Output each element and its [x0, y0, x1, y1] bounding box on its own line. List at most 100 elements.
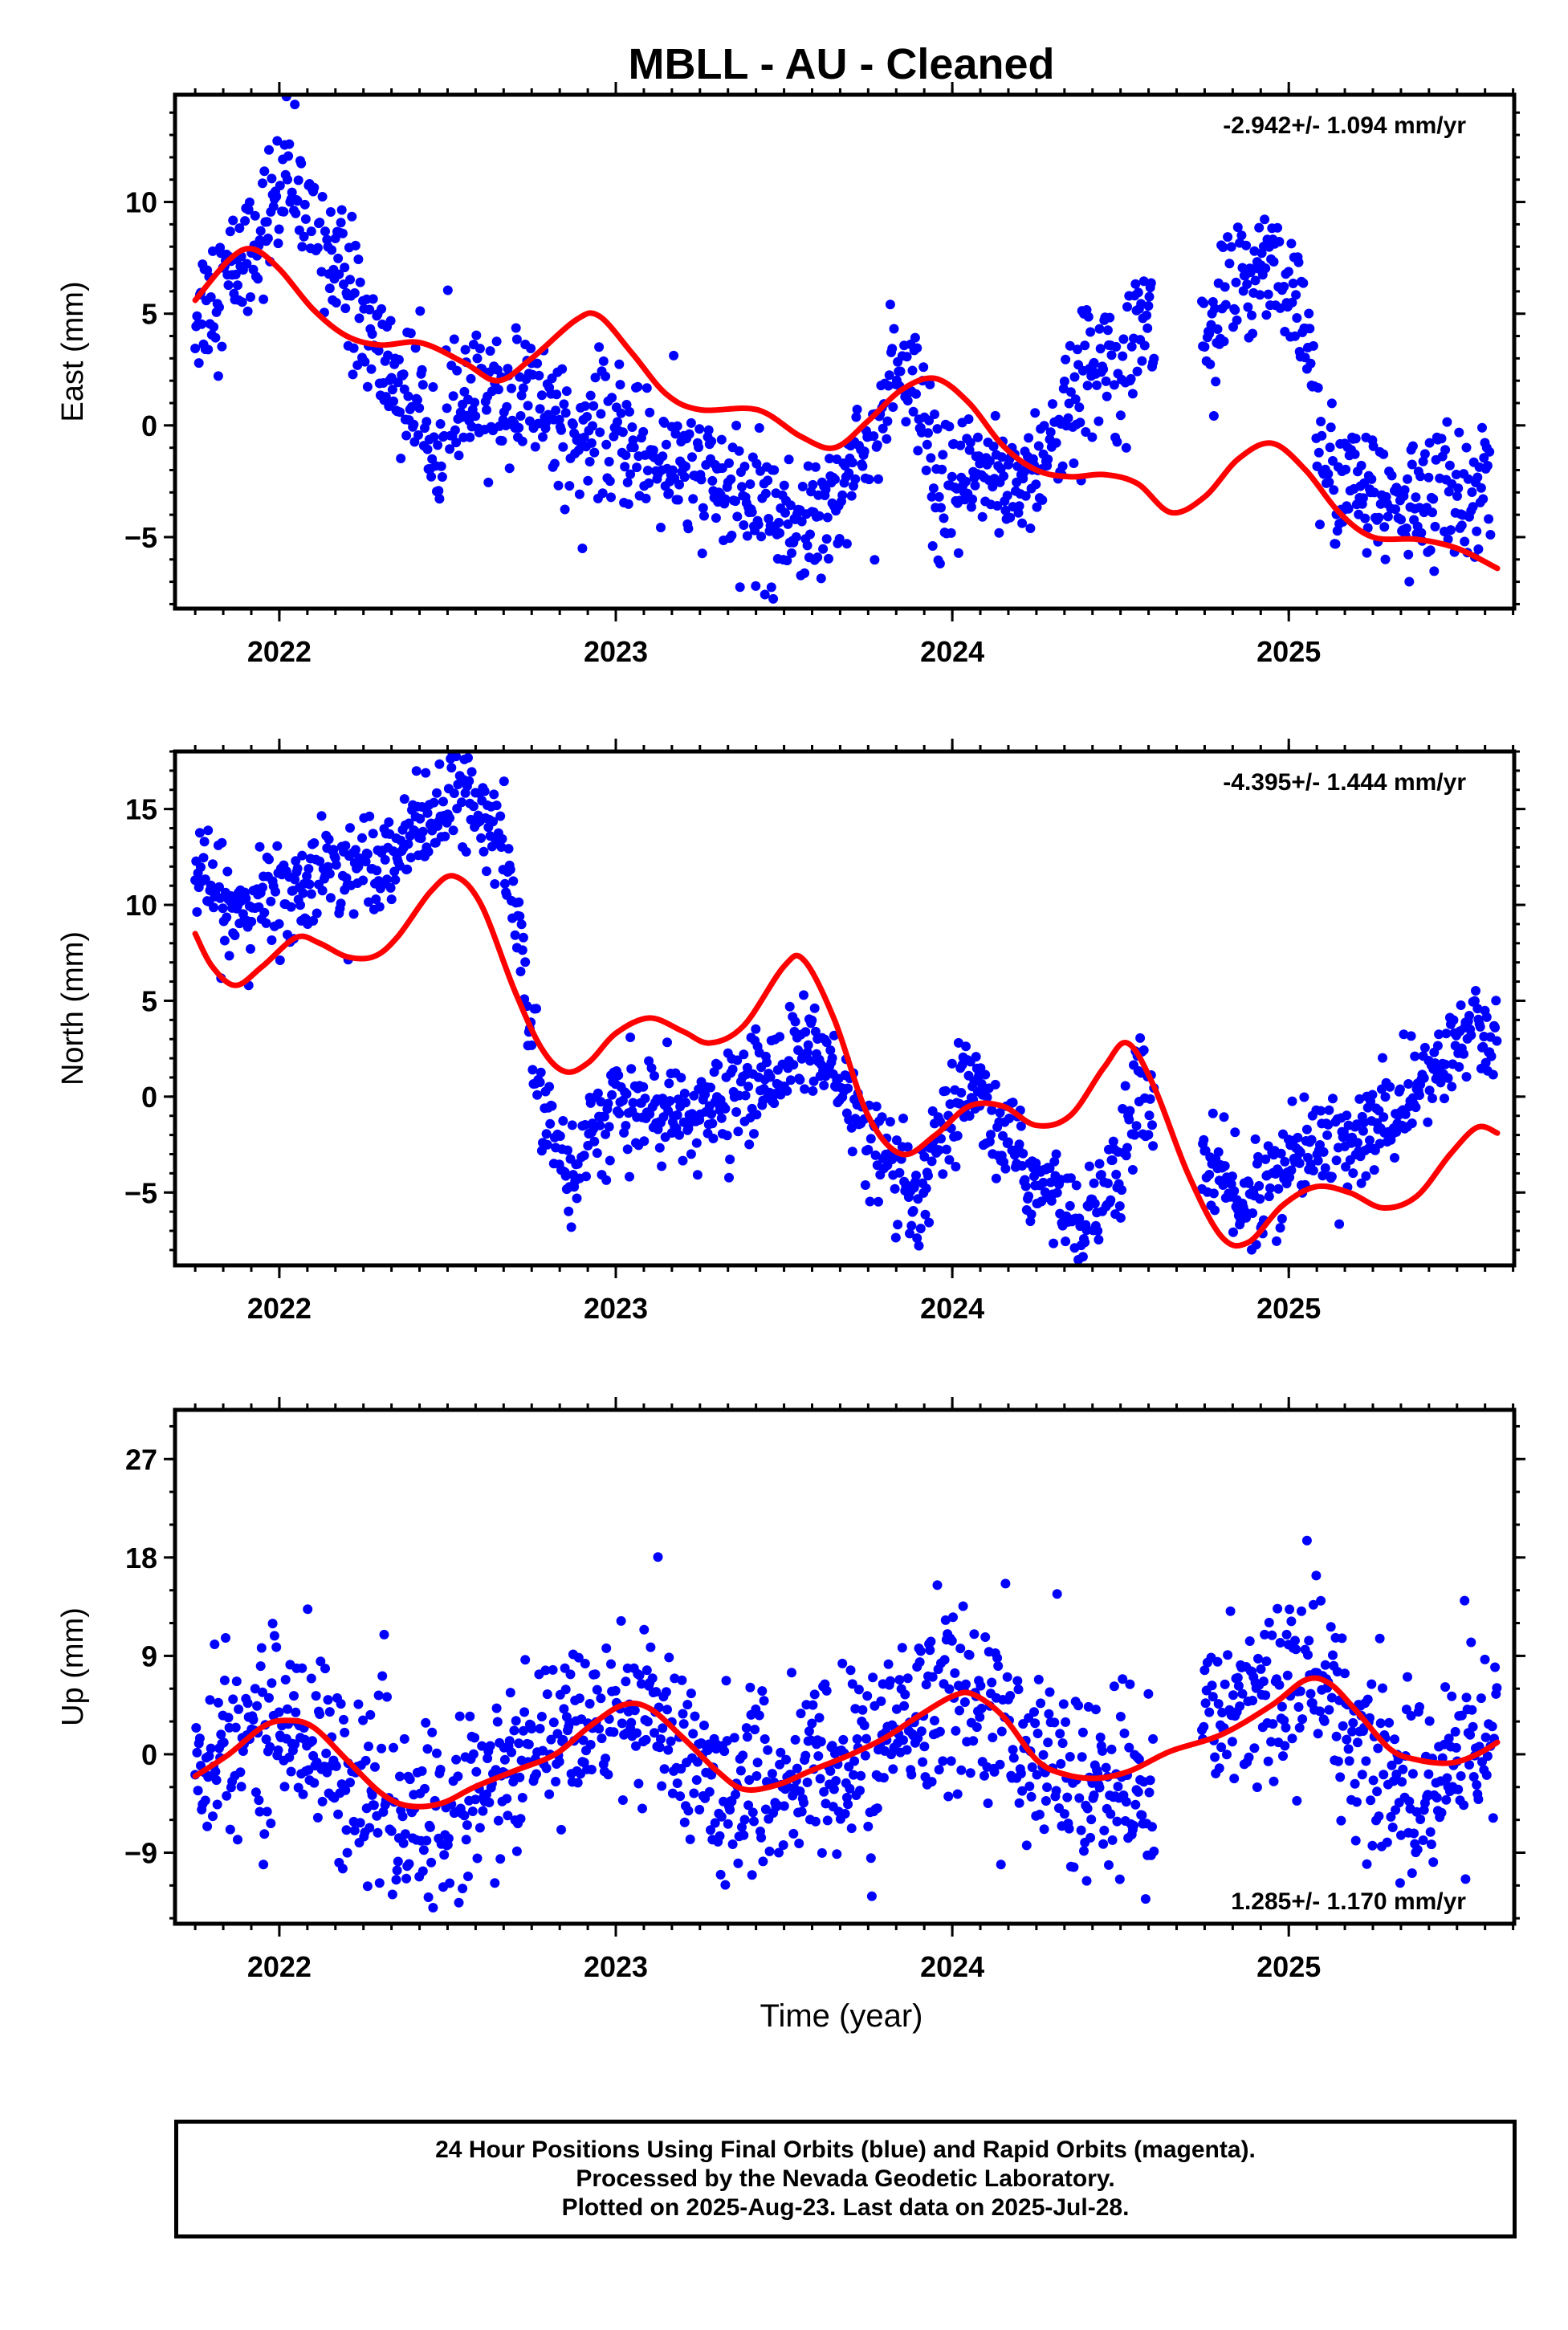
- data-point: [622, 477, 633, 487]
- data-point: [1118, 334, 1129, 344]
- data-point: [1228, 1690, 1238, 1701]
- data-point: [547, 373, 557, 384]
- data-point: [739, 462, 750, 471]
- data-point: [360, 356, 370, 367]
- data-point: [1120, 1081, 1130, 1091]
- data-point: [664, 1652, 674, 1663]
- data-point: [586, 1765, 597, 1774]
- data-point: [1472, 1780, 1482, 1790]
- data-point: [825, 1045, 836, 1055]
- data-point: [1488, 1813, 1498, 1823]
- data-point: [743, 1800, 754, 1811]
- data-point: [1121, 1151, 1131, 1161]
- data-point: [987, 1105, 997, 1115]
- data-point: [605, 476, 615, 487]
- data-point: [916, 1726, 927, 1737]
- data-point: [932, 1580, 943, 1591]
- data-point: [1021, 1840, 1032, 1851]
- data-point: [1017, 1161, 1028, 1171]
- data-point: [1373, 1743, 1383, 1754]
- data-point: [1236, 230, 1247, 241]
- data-point: [751, 580, 761, 591]
- data-point: [449, 334, 459, 344]
- data-point: [1335, 1772, 1346, 1782]
- data-point: [751, 1771, 762, 1781]
- data-point: [1130, 1799, 1141, 1810]
- data-point: [1434, 1029, 1444, 1040]
- data-point: [517, 436, 527, 446]
- data-point: [707, 436, 717, 446]
- data-point: [1399, 1029, 1409, 1040]
- data-point: [1070, 394, 1081, 405]
- data-point: [507, 1747, 516, 1758]
- data-point: [1231, 277, 1241, 287]
- data-point: [203, 344, 214, 355]
- data-point: [1082, 1803, 1093, 1814]
- data-point: [273, 1745, 283, 1755]
- data-point: [1334, 1219, 1345, 1229]
- data-point: [386, 894, 397, 905]
- data-point: [1447, 1081, 1457, 1092]
- data-point: [788, 1790, 798, 1801]
- data-point: [650, 1728, 659, 1738]
- data-point: [371, 894, 381, 904]
- data-point: [542, 1139, 552, 1150]
- data-point: [711, 513, 721, 523]
- data-point: [579, 1151, 589, 1161]
- data-point: [792, 1763, 802, 1774]
- data-point: [420, 1783, 430, 1794]
- data-point: [991, 1173, 1001, 1183]
- data-point: [283, 174, 292, 185]
- data-point: [1456, 520, 1467, 531]
- data-point: [1444, 487, 1454, 497]
- data-point: [1069, 372, 1080, 382]
- data-point: [776, 1747, 786, 1758]
- x-tick-label: 2025: [1256, 1292, 1321, 1325]
- data-point: [1020, 491, 1031, 501]
- data-point: [604, 1122, 614, 1132]
- data-point: [225, 1824, 235, 1835]
- data-point: [1118, 351, 1128, 361]
- data-point: [1469, 996, 1480, 1006]
- data-point: [590, 1669, 601, 1680]
- data-point: [940, 1615, 951, 1625]
- data-point: [865, 1853, 876, 1864]
- data-point: [703, 425, 714, 435]
- data-point: [1331, 1155, 1342, 1166]
- data-point: [289, 1691, 299, 1701]
- data-point: [1366, 1795, 1376, 1806]
- data-point: [1291, 290, 1301, 300]
- data-point: [637, 1803, 647, 1814]
- data-point: [202, 1821, 213, 1831]
- data-point: [398, 1838, 409, 1848]
- data-point: [739, 1830, 749, 1840]
- data-point: [1024, 1781, 1035, 1791]
- data-point: [331, 860, 341, 870]
- data-point: [1226, 242, 1236, 252]
- data-point: [493, 1815, 503, 1826]
- data-point: [458, 1884, 468, 1894]
- x-axis-label: Time (year): [760, 1998, 923, 2034]
- data-point: [210, 332, 221, 343]
- data-point: [1069, 458, 1079, 468]
- data-point: [747, 507, 757, 517]
- data-point: [1301, 1535, 1312, 1546]
- data-point: [192, 1747, 202, 1758]
- data-point: [515, 1772, 525, 1782]
- data-point: [804, 1726, 814, 1737]
- data-point: [838, 1734, 849, 1745]
- data-point: [262, 1807, 272, 1817]
- data-point: [1390, 1153, 1399, 1163]
- data-point: [434, 494, 445, 504]
- data-point: [672, 1110, 682, 1120]
- data-point: [433, 440, 443, 450]
- data-point: [316, 811, 327, 821]
- data-point: [720, 494, 731, 504]
- data-point: [948, 1612, 958, 1623]
- data-point: [762, 1057, 772, 1068]
- data-point: [322, 234, 332, 245]
- data-point: [1324, 1105, 1334, 1115]
- data-point: [664, 488, 674, 499]
- data-point: [1332, 1667, 1342, 1676]
